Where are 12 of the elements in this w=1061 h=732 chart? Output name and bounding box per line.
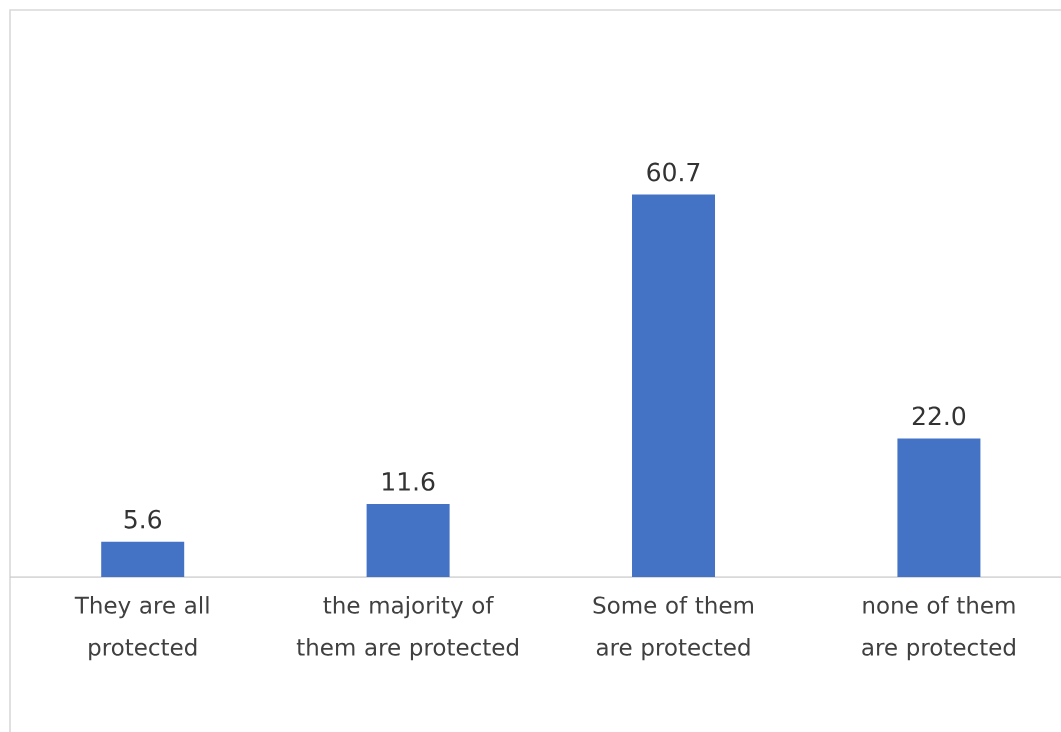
x-tick-label: They are all protected	[74, 596, 209, 661]
x-tick-label: Some of them are protected	[593, 596, 753, 661]
bar	[101, 541, 185, 577]
data-label: 22.0	[912, 406, 966, 426]
x-tick-label: the majority of them are protected	[296, 596, 518, 661]
data-label: 60.7	[647, 162, 700, 182]
data-label: 11.6	[383, 471, 435, 491]
bar	[632, 194, 716, 577]
x-tick-label: none of them are protected	[862, 596, 1015, 661]
bar	[897, 438, 981, 577]
data-label: 5.6	[124, 509, 162, 529]
bar	[366, 503, 450, 577]
